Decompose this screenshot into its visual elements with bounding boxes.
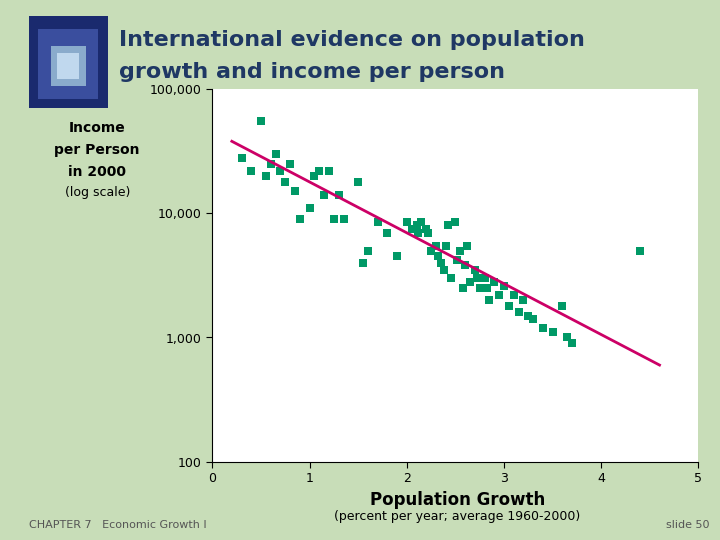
Text: Population Growth: Population Growth (369, 491, 545, 509)
Text: (log scale): (log scale) (65, 186, 130, 199)
Point (440, 241, 451, 250)
Point (353, 177, 364, 186)
Point (462, 241, 473, 250)
Bar (58, 53, 79, 79)
Text: slide 50: slide 50 (666, 520, 709, 530)
Point (527, 315, 539, 323)
Point (513, 308, 524, 316)
Point (562, 333, 573, 342)
Point (451, 256, 463, 265)
Point (518, 296, 529, 305)
Point (432, 252, 444, 261)
Point (508, 291, 520, 299)
Point (435, 259, 446, 267)
Point (357, 259, 369, 267)
Point (471, 274, 482, 282)
Point (284, 159, 296, 168)
Point (438, 266, 449, 274)
Point (566, 339, 577, 348)
Point (423, 228, 434, 237)
Text: International evidence on population: International evidence on population (119, 30, 585, 50)
Point (431, 241, 442, 250)
Point (294, 215, 306, 224)
Point (546, 328, 558, 336)
Text: in 2000: in 2000 (68, 165, 126, 179)
Point (503, 301, 515, 310)
Point (372, 218, 383, 226)
Point (246, 166, 257, 175)
Point (634, 246, 646, 255)
Point (537, 323, 549, 332)
Point (265, 159, 276, 168)
Point (410, 221, 422, 230)
Point (415, 218, 427, 226)
Point (459, 261, 471, 270)
Point (457, 284, 469, 292)
Point (464, 278, 476, 286)
Point (413, 228, 424, 237)
Text: growth and income per person: growth and income per person (119, 62, 505, 82)
Point (401, 218, 413, 226)
Point (333, 191, 345, 199)
Point (289, 187, 301, 195)
Point (420, 225, 432, 233)
Point (454, 246, 466, 255)
Text: CHAPTER 7   Economic Growth I: CHAPTER 7 Economic Growth I (29, 520, 207, 530)
Point (304, 204, 315, 212)
Point (481, 284, 492, 292)
Point (426, 246, 437, 255)
Point (382, 228, 393, 237)
Point (279, 177, 291, 186)
Point (362, 246, 374, 255)
Point (523, 311, 534, 320)
Bar (51, 45, 86, 86)
Point (392, 252, 403, 261)
Text: Income: Income (69, 122, 125, 136)
Point (449, 218, 461, 226)
Point (445, 274, 456, 282)
Point (323, 166, 335, 175)
Point (235, 153, 248, 162)
Point (493, 291, 505, 299)
Point (309, 172, 320, 180)
Point (270, 150, 282, 158)
Point (479, 274, 490, 282)
Point (469, 266, 481, 274)
Point (260, 172, 271, 180)
Point (557, 301, 568, 310)
Point (498, 282, 510, 291)
Point (328, 215, 340, 224)
Point (406, 225, 418, 233)
Text: (percent per year; average 1960-2000): (percent per year; average 1960-2000) (334, 510, 580, 523)
Point (318, 191, 330, 199)
Point (442, 221, 454, 230)
Point (314, 166, 325, 175)
Point (255, 117, 266, 126)
Point (338, 215, 349, 224)
Point (484, 296, 495, 305)
Point (488, 278, 500, 286)
Text: per Person: per Person (55, 143, 140, 157)
Bar (38, 29, 99, 99)
Point (274, 166, 286, 175)
Point (474, 284, 485, 292)
